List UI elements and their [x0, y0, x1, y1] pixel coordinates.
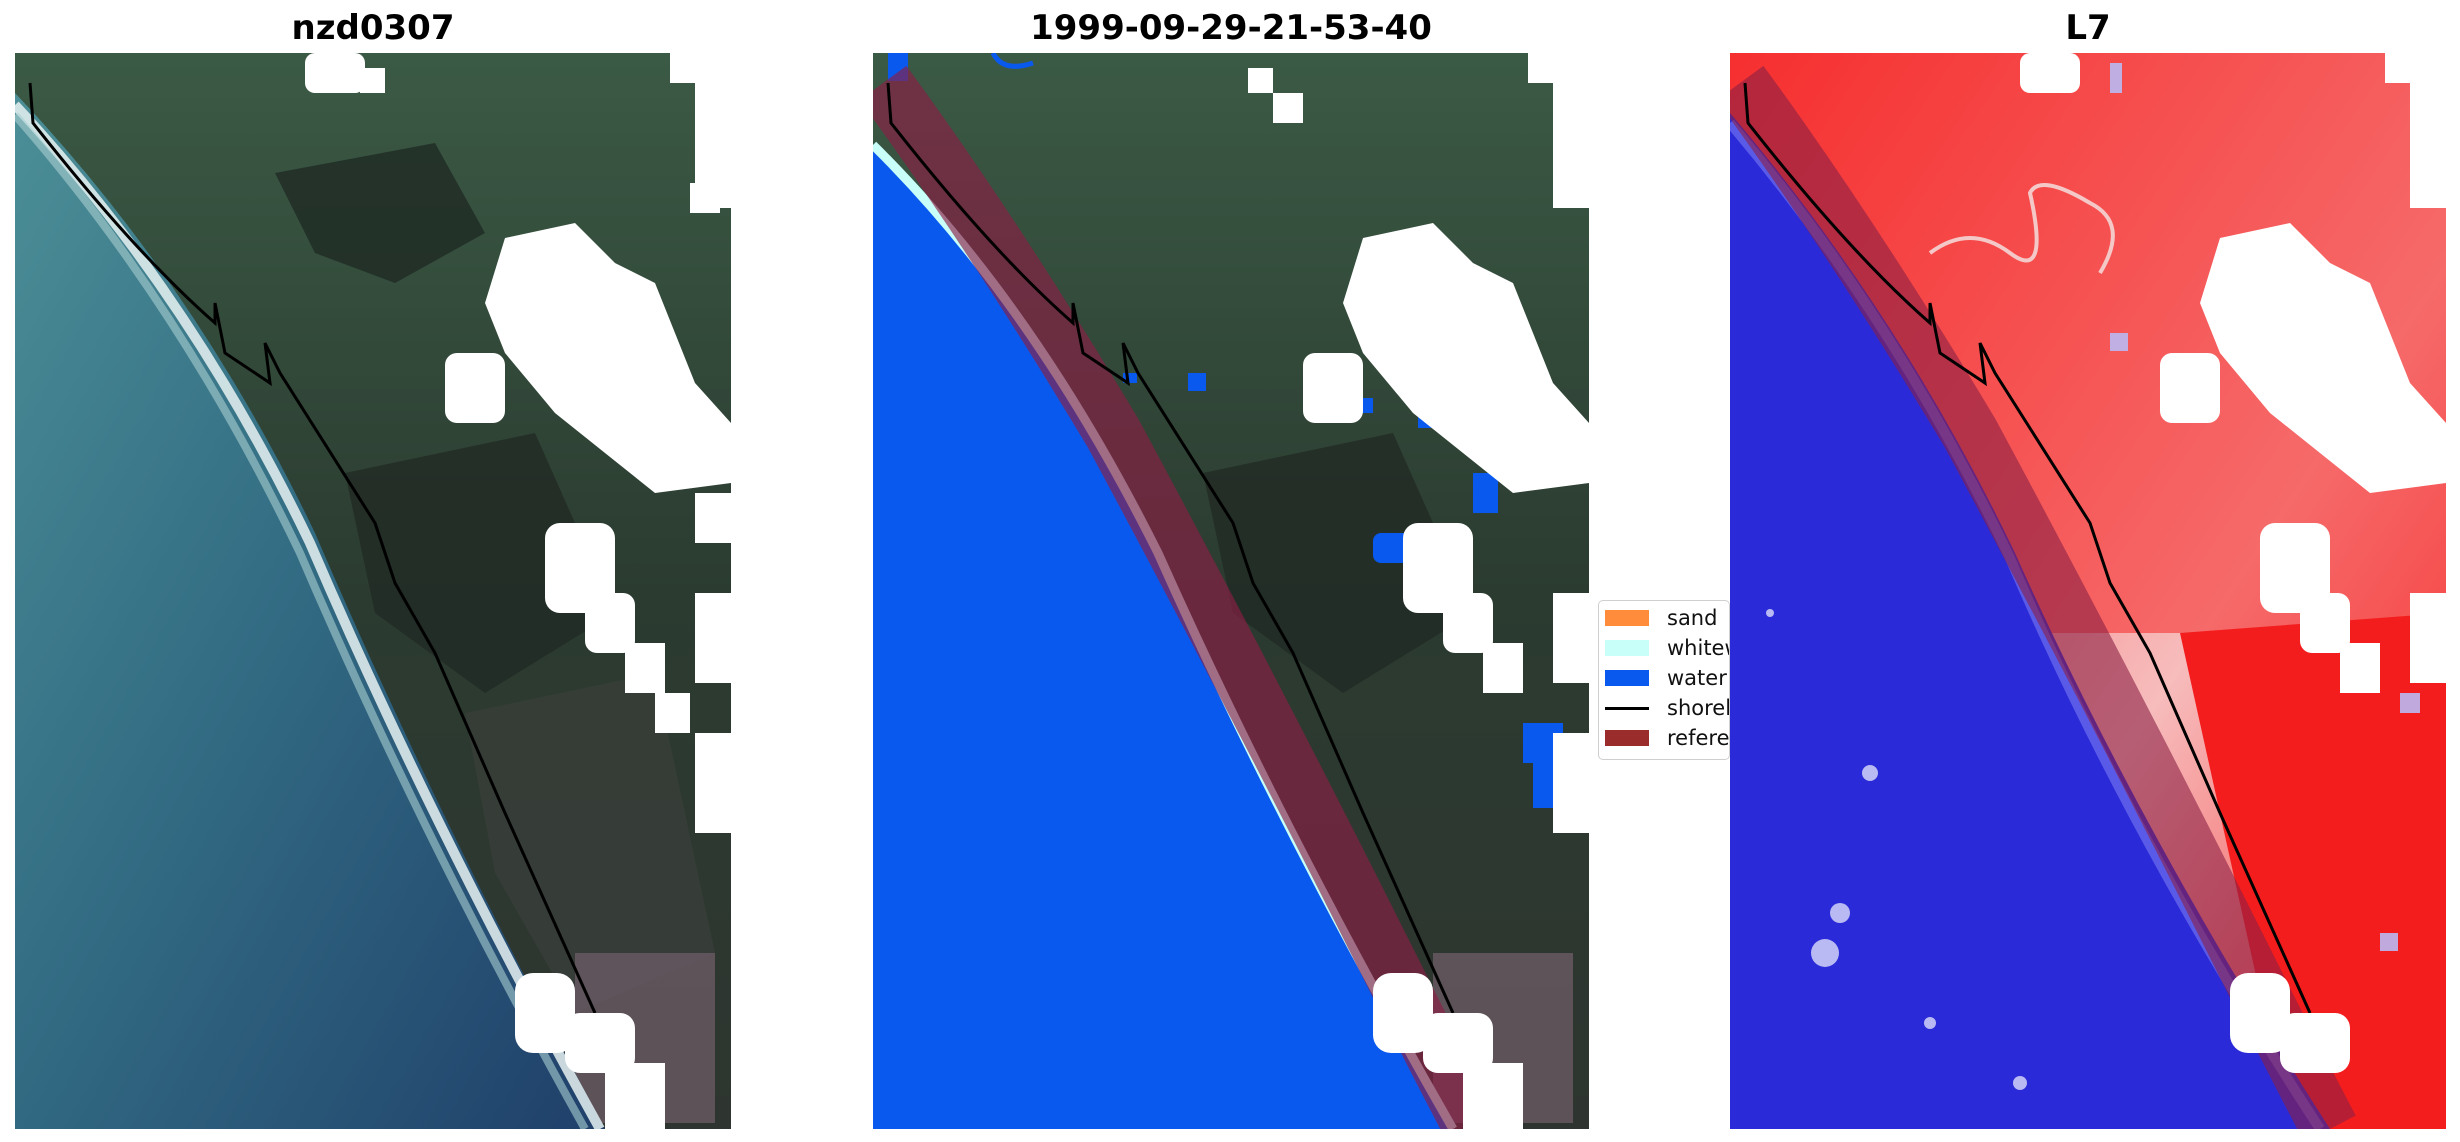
legend-label: referer	[1667, 726, 1730, 750]
legend-item-reference: referer	[1605, 725, 1730, 751]
panel-title-rgb: nzd0307	[291, 8, 455, 48]
legend-label: shorel	[1667, 696, 1730, 720]
panel-title-index: L7	[2065, 8, 2111, 48]
rgb-satellite-image	[15, 53, 731, 1129]
legend-label: water	[1667, 666, 1727, 690]
whitewater-swatch	[1605, 640, 1649, 656]
legend-item-sand: sand	[1605, 605, 1717, 631]
classified-image	[873, 53, 1589, 1129]
reference-swatch	[1605, 730, 1649, 746]
legend-label: sand	[1667, 606, 1718, 630]
shoreline-line-swatch	[1605, 706, 1649, 710]
sand-swatch	[1605, 610, 1649, 626]
panel-title-classified: 1999-09-29-21-53-40	[1030, 8, 1432, 48]
legend-item-water: water	[1605, 665, 1727, 691]
water-swatch	[1605, 670, 1649, 686]
index-image	[1730, 53, 2446, 1129]
legend-item-shoreline: shorel	[1605, 695, 1730, 721]
